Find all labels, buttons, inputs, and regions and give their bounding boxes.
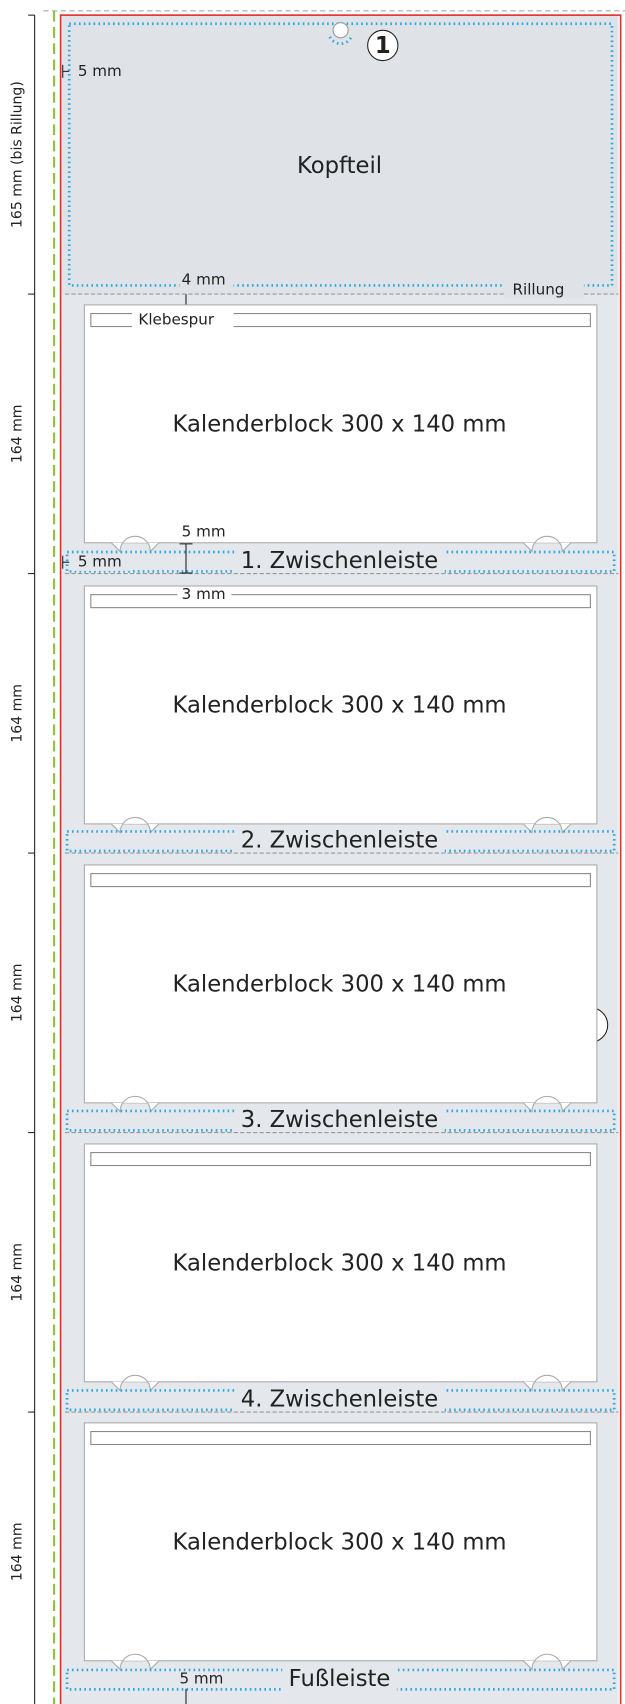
- hole: [332, 22, 349, 39]
- side-label: 164 mm: [9, 964, 25, 1023]
- side-label: 165 mm (bis Rillung): [9, 81, 25, 228]
- notch: [522, 1653, 572, 1671]
- header-area: [60, 15, 619, 295]
- dim-label: 5 mm: [182, 522, 226, 540]
- block-label: Kalenderblock 300 x 140 mm: [173, 1529, 507, 1555]
- label-bg: [503, 281, 584, 299]
- label-bg: [282, 1665, 397, 1694]
- side-label: 164 mm: [9, 1522, 25, 1581]
- calendar-block: [83, 1422, 598, 1662]
- dim-label: 4 mm: [182, 271, 226, 289]
- callout-label: 1: [375, 33, 391, 59]
- trim-border: [59, 14, 622, 1704]
- notch: [522, 535, 572, 553]
- label-bg: [179, 272, 234, 288]
- calendar-block: [83, 1143, 598, 1383]
- notch: [522, 1095, 572, 1113]
- calendar-block: [83, 864, 598, 1104]
- calendar-block: [83, 585, 598, 825]
- dim-label: 3 mm: [182, 585, 226, 603]
- side-label: 164 mm: [9, 405, 25, 464]
- label-bg: [71, 553, 130, 571]
- header-title: Kopfteil: [297, 153, 382, 179]
- label-bg: [234, 1106, 445, 1135]
- block-label: Kalenderblock 300 x 140 mm: [173, 693, 507, 719]
- notch: [111, 1653, 160, 1671]
- label-bg: [234, 547, 445, 576]
- notch: [111, 1374, 160, 1392]
- calendar-block: [83, 304, 598, 544]
- notch: [111, 535, 160, 553]
- strip-label: 4. Zwischenleiste: [241, 1387, 439, 1413]
- notch: [522, 816, 572, 834]
- strip-label: 1. Zwischenleiste: [241, 548, 439, 574]
- notch: [522, 1374, 572, 1392]
- strip-label: 2. Zwischenleiste: [241, 828, 439, 854]
- dimensions: 5 mm 5 mm 3 mm 5 mm: [62, 522, 232, 1704]
- label-bg: [177, 1671, 232, 1687]
- side-label: 164 mm: [9, 1243, 25, 1302]
- notch: [111, 1095, 160, 1113]
- dim-label: 5 mm: [180, 1670, 224, 1688]
- crease-label: Rillung: [513, 280, 565, 298]
- label-bg: [177, 587, 232, 603]
- glue-strip: [90, 1152, 591, 1167]
- strip-label: 3. Zwischenleiste: [241, 1107, 439, 1133]
- dim-label: 5 mm: [78, 62, 122, 80]
- dim-label: 5 mm: [78, 553, 122, 571]
- glue-label: Klebespur: [138, 311, 214, 329]
- strip-label: Fußleiste: [289, 1666, 391, 1692]
- label-bg: [131, 310, 234, 330]
- notch: [111, 816, 160, 834]
- label-bg: [234, 1386, 445, 1415]
- glue-strip: [90, 594, 591, 609]
- callout: [367, 29, 399, 62]
- block-label: Kalenderblock 300 x 140 mm: [173, 411, 507, 437]
- side-label: 164 mm: [9, 684, 25, 743]
- label-bg: [234, 827, 445, 856]
- safe-area: [67, 22, 614, 287]
- block-label: Kalenderblock 300 x 140 mm: [173, 971, 507, 997]
- block-label: Kalenderblock 300 x 140 mm: [173, 1250, 507, 1276]
- glue-strip: [90, 1430, 591, 1446]
- glue-strip: [90, 873, 591, 888]
- sections: Klebespur Kalenderblock 300 x 140 mm 1. Zw…: [9, 293, 619, 1694]
